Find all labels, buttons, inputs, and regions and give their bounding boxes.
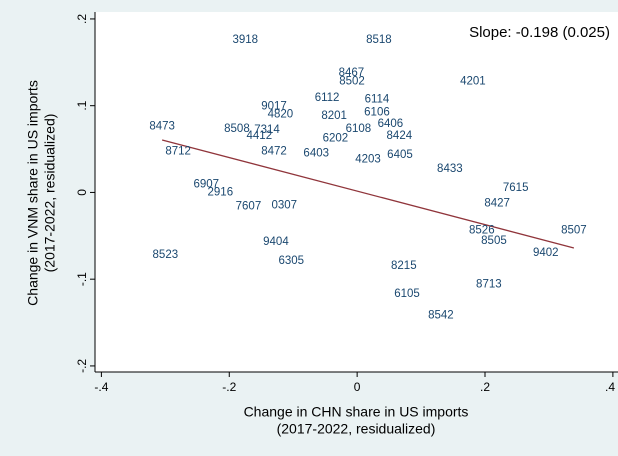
point-label: 9404 bbox=[263, 236, 289, 248]
point-label: 8526 bbox=[469, 225, 495, 237]
y-tick-label: .2 bbox=[75, 14, 89, 24]
x-tick-label: .2 bbox=[480, 380, 490, 394]
point-label: 8467 bbox=[339, 67, 365, 79]
y-axis-title: (2017-2022, residualized) bbox=[42, 114, 58, 273]
point-label: 2916 bbox=[208, 186, 234, 198]
x-axis-title: (2017-2022, residualized) bbox=[277, 421, 436, 437]
point-label: 8542 bbox=[428, 310, 454, 322]
point-label: 8518 bbox=[366, 34, 392, 46]
fit-line bbox=[161, 139, 575, 249]
x-tick-label: -.4 bbox=[94, 380, 108, 394]
y-axis-title: Change in VNM share in US imports bbox=[25, 80, 41, 306]
point-label: 6106 bbox=[364, 107, 390, 119]
point-label: 8427 bbox=[484, 198, 510, 210]
point-label: 8712 bbox=[165, 146, 191, 158]
x-tick-label: .4 bbox=[605, 380, 615, 394]
point-label: 6202 bbox=[323, 133, 349, 145]
point-label: 8472 bbox=[261, 146, 287, 158]
point-label: 6114 bbox=[365, 94, 390, 106]
plot-area bbox=[95, 12, 618, 372]
annotation: Slope: -0.198 (0.025) bbox=[469, 24, 610, 41]
point-label: 8201 bbox=[321, 110, 347, 122]
point-label: 8507 bbox=[561, 225, 587, 237]
point-label: 8505 bbox=[481, 235, 507, 247]
x-tick-label: -.2 bbox=[222, 380, 236, 394]
x-tick-label: 0 bbox=[354, 380, 361, 394]
y-tick-label: -.1 bbox=[75, 272, 89, 286]
point-label: 7314 bbox=[254, 124, 280, 136]
point-label: 6105 bbox=[394, 288, 420, 300]
y-tick-label: .1 bbox=[75, 100, 89, 110]
point-label: 6406 bbox=[378, 118, 404, 130]
point-label: 6907 bbox=[193, 179, 219, 191]
point-label: 8713 bbox=[476, 278, 502, 290]
point-label: 9017 bbox=[261, 101, 287, 113]
point-label: 4201 bbox=[460, 75, 486, 87]
point-label: 6108 bbox=[346, 123, 372, 135]
point-label: 4203 bbox=[355, 154, 381, 166]
point-label: 9402 bbox=[533, 247, 559, 259]
point-label: 8215 bbox=[391, 260, 417, 272]
point-label: 8473 bbox=[149, 121, 175, 133]
point-label: 8502 bbox=[339, 75, 365, 87]
point-label: 8424 bbox=[387, 130, 413, 142]
point-label: 4820 bbox=[268, 108, 294, 120]
point-label: 6405 bbox=[387, 149, 413, 161]
y-tick-label: 0 bbox=[75, 189, 89, 196]
point-label: 0307 bbox=[271, 199, 297, 211]
point-label: 7615 bbox=[503, 182, 529, 194]
point-label: 3918 bbox=[232, 34, 258, 46]
point-label: 7607 bbox=[236, 200, 262, 212]
point-label: 8523 bbox=[153, 249, 179, 261]
point-label: 6305 bbox=[278, 255, 304, 267]
y-tick-label: -.2 bbox=[75, 359, 89, 373]
x-axis-title: Change in CHN share in US imports bbox=[244, 404, 469, 420]
point-label: 8508 bbox=[224, 123, 250, 135]
point-label: 8433 bbox=[437, 163, 463, 175]
point-label: 4412 bbox=[247, 130, 273, 142]
point-label: 6403 bbox=[303, 147, 329, 159]
point-label: 6112 bbox=[315, 92, 340, 104]
